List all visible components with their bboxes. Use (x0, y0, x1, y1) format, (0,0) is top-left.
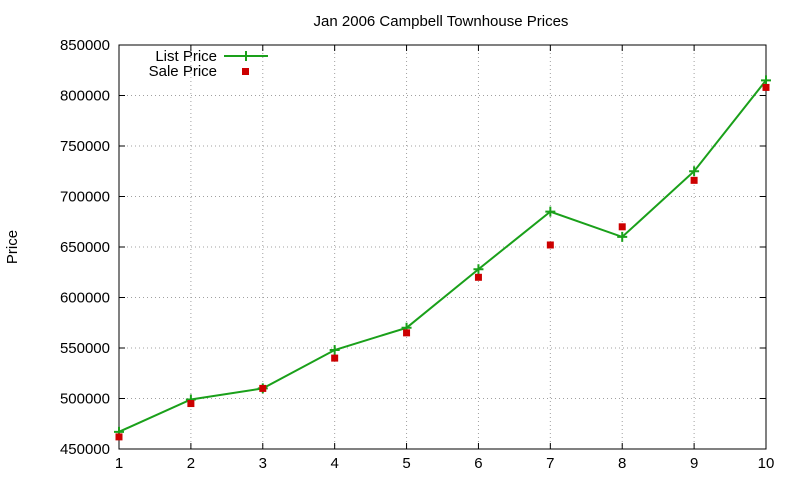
x-tick-labels: 1 2 3 4 5 6 7 8 9 10 (115, 455, 775, 472)
grid (119, 45, 766, 449)
sale-price-point (187, 400, 195, 408)
list-price-point (617, 231, 628, 242)
x-tick-label: 5 (402, 455, 410, 472)
y-tick-label: 850000 (60, 37, 110, 54)
y-tick-label: 550000 (60, 340, 110, 357)
x-tick-label: 6 (474, 455, 482, 472)
legend-label-sale-price: Sale Price (149, 63, 217, 80)
x-tick-label: 3 (259, 455, 267, 472)
plot-frame (118, 44, 767, 450)
sale-price-point (403, 329, 411, 337)
legend-marker-list-price (241, 51, 251, 61)
legend-marker-sale-price (242, 68, 249, 75)
sale-price-point (762, 83, 770, 91)
list-price-point (689, 166, 700, 177)
y-tick-label: 750000 (60, 138, 110, 155)
list-price-point (545, 206, 556, 217)
sale-price-point (474, 273, 482, 281)
y-tick-label: 450000 (60, 441, 110, 458)
y-tick-label: 650000 (60, 239, 110, 256)
y-tick-label: 600000 (60, 290, 110, 307)
x-tick-label: 8 (618, 455, 626, 472)
series (114, 75, 771, 441)
sale-price-point (115, 433, 123, 441)
legend-label-list-price: List Price (155, 48, 217, 65)
y-tick-labels: 450000 500000 550000 600000 650000 700000 7500… (60, 37, 110, 458)
y-tick-label: 500000 (60, 391, 110, 408)
list-price-point (329, 345, 340, 356)
x-tick-label: 7 (546, 455, 554, 472)
sale-price-point (618, 223, 626, 231)
x-tick-label: 9 (690, 455, 698, 472)
chart-title: Jan 2006 Campbell Townhouse Prices (314, 13, 569, 30)
x-tick-label: 10 (758, 455, 775, 472)
legend: List Price Sale Price (149, 48, 268, 80)
list-price-point (473, 264, 484, 275)
y-tick-label: 800000 (60, 88, 110, 105)
sale-price-point (331, 354, 339, 362)
axis-ticks (118, 44, 767, 450)
y-axis-label: Price (4, 230, 21, 264)
y-tick-label: 700000 (60, 189, 110, 206)
sale-price-point (546, 241, 554, 249)
sale-price-point (259, 384, 267, 392)
list-price-point (761, 75, 771, 86)
x-tick-label: 1 (115, 455, 123, 472)
sale-price-point (690, 176, 698, 184)
x-tick-label: 4 (330, 455, 338, 472)
x-tick-label: 2 (187, 455, 195, 472)
series-line-list-price (118, 79, 767, 433)
